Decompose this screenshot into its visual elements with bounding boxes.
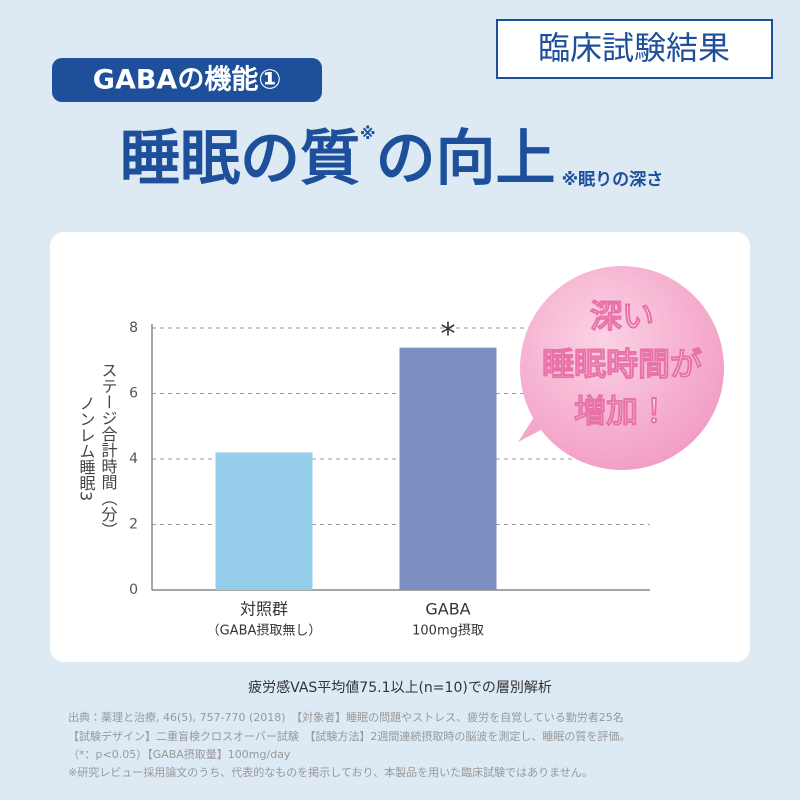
callout-bubble	[520, 266, 724, 470]
footnote: 【試験デザイン】二重盲検クロスオーバー試験 【試験方法】2週間連続摂取時の脳波を…	[68, 729, 630, 743]
bar	[399, 347, 497, 590]
y-axis-label: ノンレム睡眠3	[77, 395, 96, 501]
badge-text: GABAの機能①	[93, 65, 281, 96]
y-tick-label: 4	[129, 451, 138, 467]
x-tick-sublabel: （GABA摂取無し）	[207, 623, 322, 639]
x-tick-label: 対照群	[240, 600, 288, 619]
caption: 疲労感VAS平均値75.1以上(n=10)での層別解析	[248, 679, 552, 696]
y-tick-label: 2	[129, 517, 138, 533]
title-mark: ※	[360, 124, 376, 143]
label-box	[496, 19, 773, 79]
x-tick-sublabel: 100mg摂取	[412, 623, 484, 639]
plot: 0 2 4 6 8 ステージ合計時間（分）ノンレム睡眠3 対照群 （GABA摂取無し） GABA…	[77, 317, 650, 639]
label-box-text: 臨床試験結果	[538, 29, 730, 67]
significance-mark: *	[441, 317, 456, 352]
badge	[52, 58, 322, 102]
title-main: 睡眠の質	[120, 124, 360, 194]
y-tick-label: 0	[129, 582, 138, 598]
callout-text: 深い	[590, 297, 654, 335]
y-tick-label: 6	[129, 386, 138, 402]
footnote: ※研究レビュー採用論文のうち、代表的なものを掲示しており、本製品を用いた臨床試験…	[68, 765, 593, 779]
y-tick-label: 8	[129, 320, 138, 336]
x-tick-label: GABA	[425, 600, 470, 619]
callout-text: 睡眠時間が	[542, 345, 702, 383]
bar	[215, 452, 313, 590]
y-axis-label: ステージ合計時間（分）	[99, 362, 118, 538]
title: 睡眠の質※の向上 ※眠りの深さ	[120, 124, 663, 194]
title-note: ※眠りの深さ	[562, 170, 664, 190]
footnote: 出典：薬理と治療, 46(5), 757-770 (2018) 【対象者】睡眠の…	[68, 710, 624, 724]
title-rest: の向上	[376, 124, 556, 194]
footnote: （*：p<0.05）【GABA摂取量】100mg/day	[68, 747, 291, 761]
callout-text: 増加！	[574, 392, 670, 430]
